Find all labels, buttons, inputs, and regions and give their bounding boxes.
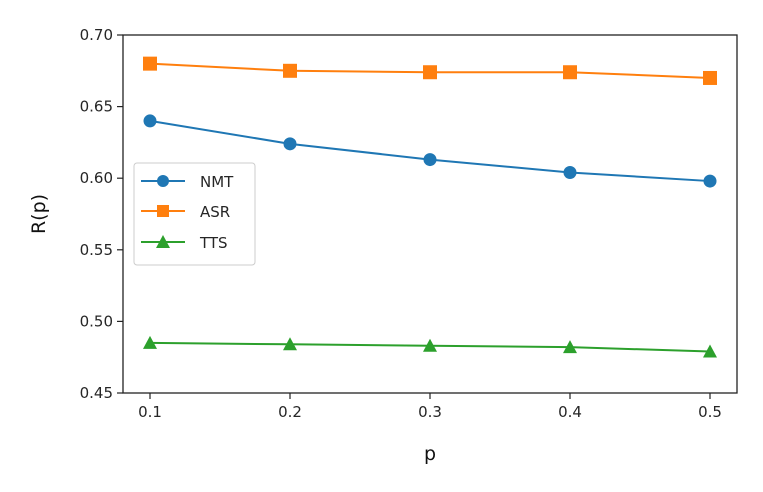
square-marker-icon [563,65,577,80]
y-tick-label: 0.55 [80,241,113,259]
series-asr [143,56,717,85]
x-tick-label: 0.4 [558,403,582,421]
triangle-marker-icon [563,340,577,354]
x-tick-label: 0.1 [138,403,162,421]
circle-marker-icon [157,175,169,187]
y-axis-label: R(p) [28,194,50,234]
square-marker-icon [157,205,169,217]
circle-marker-icon [143,114,157,128]
x-axis: 0.1 0.2 0.3 0.4 0.5 [138,393,722,421]
x-tick-label: 0.5 [698,403,722,421]
legend-box [133,162,256,266]
legend-item-asr: ASR [141,203,230,221]
triangle-marker-icon [423,338,437,352]
triangle-marker-icon [143,335,157,349]
x-axis-label: p [424,443,436,465]
legend-label-asr: ASR [200,203,230,221]
square-marker-icon [423,65,437,80]
triangle-marker-icon [703,344,717,358]
triangle-marker-icon [156,235,170,248]
triangle-marker-icon [283,337,297,351]
series-layer [143,56,717,358]
y-tick-label: 0.45 [80,384,113,402]
square-marker-icon [143,56,157,71]
circle-marker-icon [423,153,437,167]
series-nmt [143,114,717,188]
circle-marker-icon [563,165,577,179]
legend-label-nmt: NMT [200,173,234,191]
series-tts [143,335,717,358]
square-marker-icon [703,70,717,85]
circle-marker-icon [283,137,297,151]
y-tick-label: 0.50 [80,312,113,330]
x-tick-label: 0.3 [418,403,442,421]
y-tick-label: 0.70 [80,26,113,44]
circle-marker-icon [703,174,717,188]
legend: NMT ASR TTS [133,162,256,266]
legend-label-tts: TTS [199,234,228,252]
y-axis: 0.45 0.50 0.55 0.60 0.65 0.70 [80,26,123,402]
y-tick-label: 0.65 [80,98,113,116]
square-marker-icon [283,63,297,78]
legend-item-tts: TTS [141,234,228,252]
y-tick-label: 0.60 [80,169,113,187]
x-tick-label: 0.2 [278,403,302,421]
legend-item-nmt: NMT [141,173,234,191]
